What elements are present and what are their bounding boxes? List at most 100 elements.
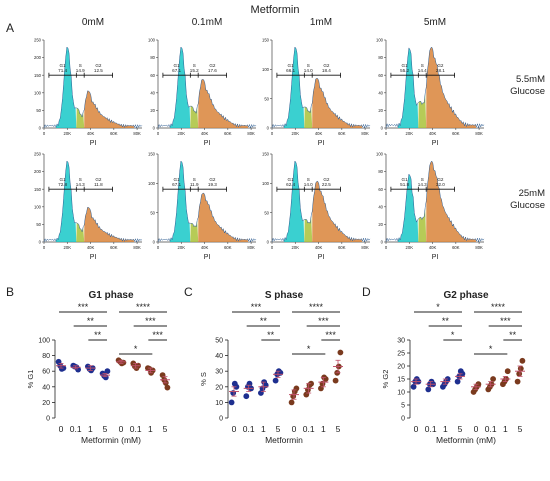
- significance-label: **: [87, 316, 95, 326]
- x-tick-label: 60K: [224, 131, 232, 136]
- data-point: [332, 377, 339, 384]
- x-tick-label: 40K: [429, 131, 437, 136]
- y-tick-label: 60: [378, 187, 383, 192]
- panel-a-title: Metformin: [251, 4, 300, 16]
- x-axis-label: PI: [204, 140, 211, 147]
- y-tick-label: 200: [34, 169, 42, 174]
- histogram-outline: [43, 46, 143, 129]
- gate-value: 12.5: [94, 68, 103, 73]
- x-tick-label: 40K: [201, 245, 209, 250]
- x-tick-label: 60K: [224, 245, 232, 250]
- significance-label: *: [451, 330, 455, 340]
- panel-a-letter: A: [6, 21, 14, 35]
- gate-label: G2: [209, 63, 216, 68]
- x-axis-label: Metformin (mM): [436, 435, 496, 445]
- gate-value: 66.1: [286, 68, 295, 73]
- x-axis-label: PI: [318, 140, 325, 147]
- x-tick-label: 40K: [429, 245, 437, 250]
- y-tick-label: 150: [262, 152, 270, 157]
- y-tick-label: 20: [42, 400, 50, 407]
- column-label: 1mM: [310, 17, 332, 28]
- y-tick-label: 250: [34, 152, 42, 157]
- g1-region: [169, 161, 191, 242]
- gate-label: S: [421, 177, 424, 182]
- gate-value: 11.9: [190, 182, 199, 187]
- x-tick-label: 1: [88, 424, 93, 434]
- gate-value: 18.4: [322, 68, 331, 73]
- x-tick-label: 1: [148, 424, 153, 434]
- significance-label: *: [489, 344, 493, 354]
- column-label: 0mM: [82, 17, 104, 28]
- x-axis-label: PI: [90, 254, 97, 261]
- significance-label: ***: [78, 302, 89, 312]
- y-tick-label: 50: [36, 222, 41, 227]
- histogram-outline: [271, 46, 371, 129]
- g1-region: [169, 47, 191, 128]
- y-tick-label: 40: [378, 90, 383, 95]
- gate-value: 11.8: [94, 182, 103, 187]
- data-point: [102, 374, 109, 381]
- x-tick-label: 20K: [64, 131, 72, 136]
- data-point: [228, 399, 235, 406]
- g2-region: [426, 161, 477, 242]
- y-tick-label: 250: [34, 38, 42, 43]
- column-label: 0.1mM: [192, 17, 223, 28]
- panel-title: G1 phase: [88, 290, 133, 301]
- x-tick-label: 20K: [178, 131, 186, 136]
- y-tick-label: 100: [262, 67, 270, 72]
- significance-label: **: [509, 330, 517, 340]
- x-tick-label: 5: [163, 424, 168, 434]
- y-tick-label: 0: [267, 126, 270, 131]
- significance-label: *: [307, 344, 311, 354]
- histogram-outline: [385, 46, 485, 129]
- x-tick-label: 80K: [361, 245, 369, 250]
- y-tick-label: 20: [150, 108, 155, 113]
- data-point: [164, 384, 171, 391]
- significance-label: **: [260, 316, 268, 326]
- data-point: [410, 383, 417, 390]
- y-tick-label: 100: [262, 181, 270, 186]
- significance-label: *: [436, 302, 440, 312]
- x-tick-label: 0: [157, 245, 160, 250]
- y-tick-label: 15: [397, 377, 405, 384]
- g2-region: [426, 47, 477, 128]
- g1-region: [55, 161, 77, 242]
- y-tick-label: 80: [378, 55, 383, 60]
- y-tick-label: 40: [150, 90, 155, 95]
- y-tick-label: 150: [262, 38, 270, 43]
- x-tick-label: 0: [119, 424, 124, 434]
- g2-region: [198, 193, 249, 242]
- g2-region: [84, 207, 135, 242]
- gate-value: 14.4: [418, 68, 427, 73]
- histogram-outline: [157, 160, 257, 243]
- g1-region: [283, 161, 305, 242]
- x-tick-label: 20K: [64, 245, 72, 250]
- y-tick-label: 0: [219, 416, 223, 423]
- x-tick-label: 20K: [406, 131, 414, 136]
- x-tick-label: 1: [443, 424, 448, 434]
- histogram-outline: [385, 160, 485, 243]
- significance-label: *: [134, 344, 138, 354]
- y-tick-label: 50: [215, 338, 223, 345]
- x-tick-label: 0: [59, 424, 64, 434]
- gate-value: 14.3: [76, 182, 85, 187]
- y-tick-label: 80: [150, 55, 155, 60]
- significance-label: **: [94, 330, 102, 340]
- y-tick-label: 150: [148, 152, 156, 157]
- y-tick-label: 50: [264, 210, 269, 215]
- gate-label: S: [307, 177, 310, 182]
- y-tick-label: 0: [39, 240, 42, 245]
- x-tick-label: 80K: [475, 245, 483, 250]
- panel-letter: B: [6, 285, 14, 299]
- gate-label: G1: [174, 63, 181, 68]
- x-axis-label: PI: [432, 254, 439, 261]
- gate-value: 28.1: [436, 68, 445, 73]
- g1-region: [55, 47, 77, 128]
- g1-region: [283, 47, 305, 128]
